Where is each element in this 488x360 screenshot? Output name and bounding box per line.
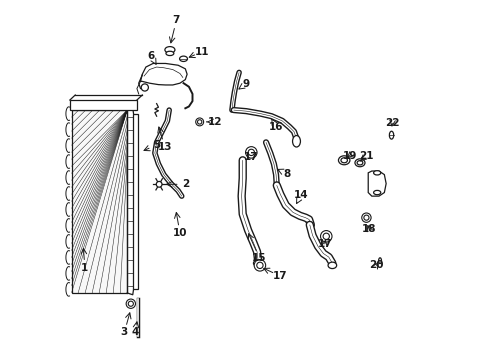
Text: 12: 12 (207, 117, 222, 127)
Ellipse shape (388, 131, 393, 139)
Text: 11: 11 (195, 46, 209, 57)
Circle shape (323, 233, 329, 239)
Ellipse shape (373, 190, 380, 195)
Bar (72, 110, 127, 293)
Circle shape (320, 230, 331, 242)
Circle shape (126, 299, 135, 309)
Circle shape (128, 301, 133, 306)
Ellipse shape (354, 159, 364, 167)
Ellipse shape (338, 156, 349, 165)
Text: 17: 17 (317, 239, 331, 249)
Ellipse shape (327, 262, 336, 269)
Text: 6: 6 (147, 51, 155, 61)
Circle shape (363, 215, 368, 220)
Text: 5: 5 (153, 140, 160, 150)
Circle shape (245, 147, 257, 158)
Text: 17: 17 (272, 271, 287, 281)
Ellipse shape (179, 56, 187, 62)
Text: 7: 7 (172, 15, 180, 26)
Text: 21: 21 (359, 150, 373, 161)
Text: 16: 16 (268, 122, 283, 132)
Text: 10: 10 (172, 228, 187, 238)
Circle shape (361, 213, 370, 222)
Text: 19: 19 (342, 150, 356, 161)
Ellipse shape (292, 135, 300, 147)
Ellipse shape (356, 161, 362, 165)
Text: 3: 3 (121, 327, 128, 337)
Text: 4: 4 (131, 327, 139, 337)
Circle shape (247, 149, 254, 156)
Text: 22: 22 (384, 118, 399, 128)
Circle shape (256, 262, 263, 269)
Circle shape (195, 118, 203, 126)
Ellipse shape (373, 171, 380, 175)
Circle shape (197, 120, 202, 124)
Text: 15: 15 (252, 253, 266, 263)
Text: 18: 18 (361, 225, 376, 234)
Circle shape (254, 260, 265, 271)
Ellipse shape (164, 46, 175, 53)
Ellipse shape (165, 51, 174, 55)
Text: 13: 13 (157, 142, 172, 152)
Text: 20: 20 (368, 260, 383, 270)
Text: 9: 9 (242, 79, 249, 89)
Text: 17: 17 (243, 152, 258, 162)
Text: 8: 8 (283, 168, 290, 179)
Ellipse shape (378, 258, 381, 264)
Text: 2: 2 (182, 179, 188, 189)
Polygon shape (367, 171, 386, 196)
Bar (133, 114, 137, 289)
Ellipse shape (340, 158, 346, 163)
Ellipse shape (253, 260, 262, 266)
Text: 1: 1 (81, 263, 88, 273)
FancyBboxPatch shape (70, 100, 137, 110)
Circle shape (156, 181, 162, 187)
Circle shape (141, 84, 148, 91)
Text: 14: 14 (293, 190, 308, 200)
